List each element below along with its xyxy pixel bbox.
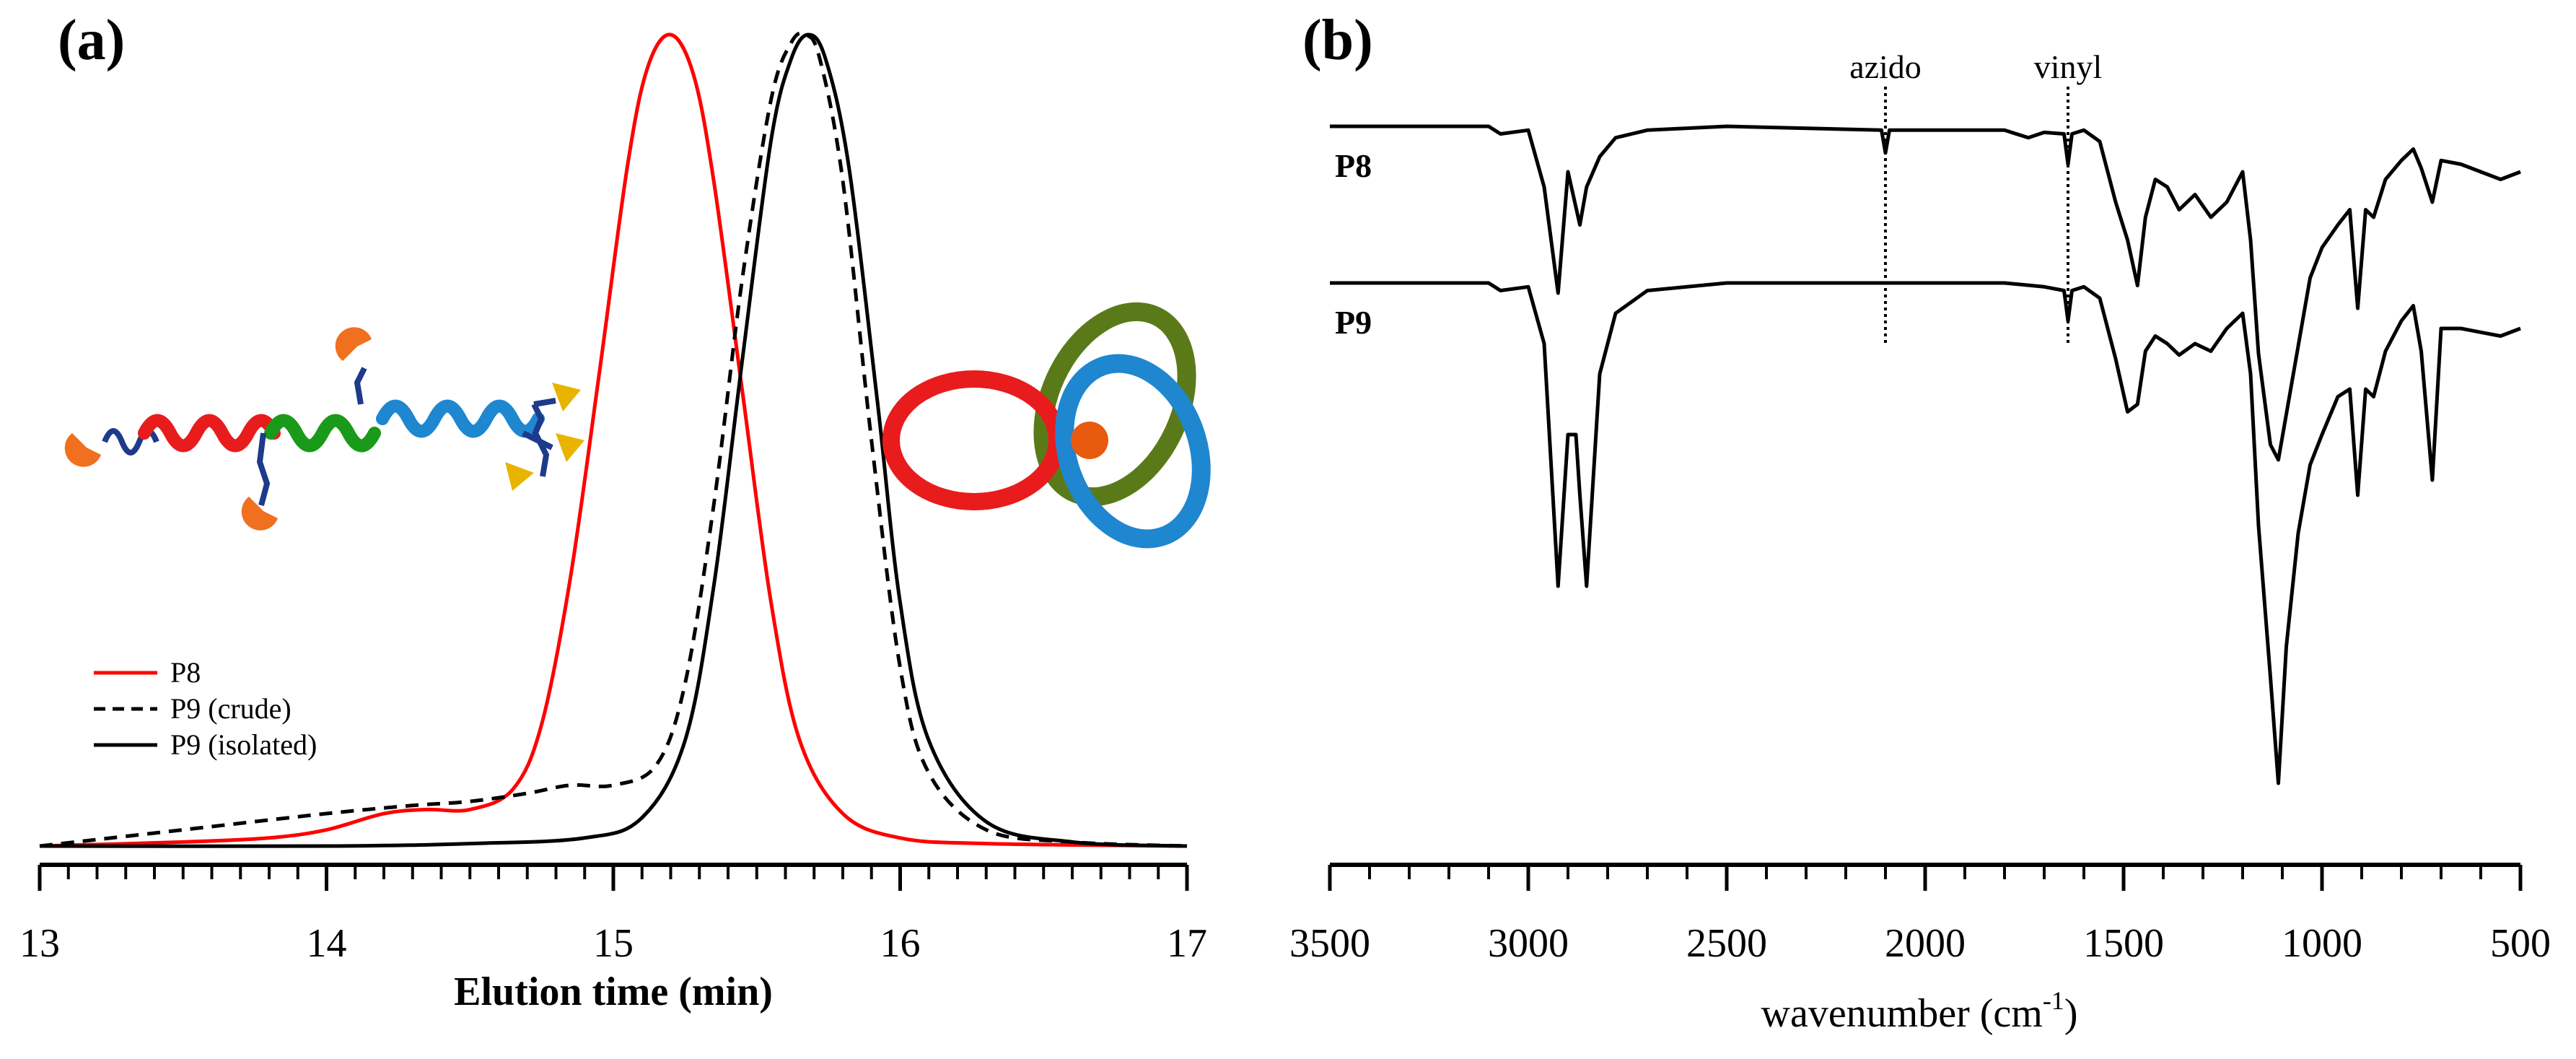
x-tick-label: 15 [593, 921, 634, 966]
annotation-label-vinyl: vinyl [2034, 48, 2103, 85]
x-tick-label: 500 [2490, 921, 2551, 966]
panel-b-x-axis-title-end: ) [2064, 991, 2078, 1036]
panel-b-series: P8 P9 [1330, 124, 2521, 785]
panel-label-a: (a) [58, 9, 125, 72]
series-label-p8: P8 [1335, 147, 1372, 184]
x-tick-label: 3000 [1488, 921, 1569, 966]
series-label-p9: P9 [1335, 304, 1372, 341]
panel-label-b: (b) [1302, 9, 1373, 72]
x-tick-label: 2500 [1686, 921, 1767, 966]
annotation-label-azido: azido [1849, 48, 1922, 85]
spectrum-line-p9 [1330, 281, 2521, 785]
panel-b: (b) azido vinyl P8 P9 3500 3000 2500 2000 1500… [1289, 9, 2551, 1036]
x-tick-label: 13 [19, 921, 60, 966]
x-tick-label: 14 [307, 921, 347, 966]
x-tick-label: 17 [1167, 921, 1207, 966]
series-line-p8 [39, 32, 1188, 848]
panel-a-ticks: 13 14 15 16 17 [19, 865, 1207, 966]
tricyclic-ring-illustration [882, 302, 1211, 549]
spectrum-line-p8 [1330, 124, 2521, 462]
x-tick-label: 1500 [2083, 921, 2164, 966]
legend-label: P9 (crude) [170, 692, 292, 725]
x-tick-label: 1000 [2282, 921, 2362, 966]
panel-b-annotations: azido vinyl [1849, 48, 2102, 343]
panel-b-ticks: 3500 3000 2500 2000 1500 1000 500 [1289, 865, 2551, 966]
panel-a-series [39, 31, 1188, 848]
polymer-chain-illustration [64, 327, 584, 531]
x-tick-label: 3500 [1289, 921, 1370, 966]
series-line-p9-isolated [39, 32, 1188, 848]
legend-label: P8 [170, 656, 201, 689]
panel-a-x-axis-title: Elution time (min) [454, 969, 773, 1014]
series-line-p9-crude [39, 31, 1188, 848]
legend-label: P9 (isolated) [170, 728, 317, 761]
panel-b-x-axis-title-sup: -1 [2043, 986, 2064, 1015]
panel-b-x-axis-title-main: wavenumber (cm [1761, 991, 2043, 1036]
panel-b-x-axis-title: wavenumber (cm-1) [1761, 986, 2078, 1036]
x-tick-label: 16 [880, 921, 921, 966]
x-tick-label: 2000 [1885, 921, 1966, 966]
